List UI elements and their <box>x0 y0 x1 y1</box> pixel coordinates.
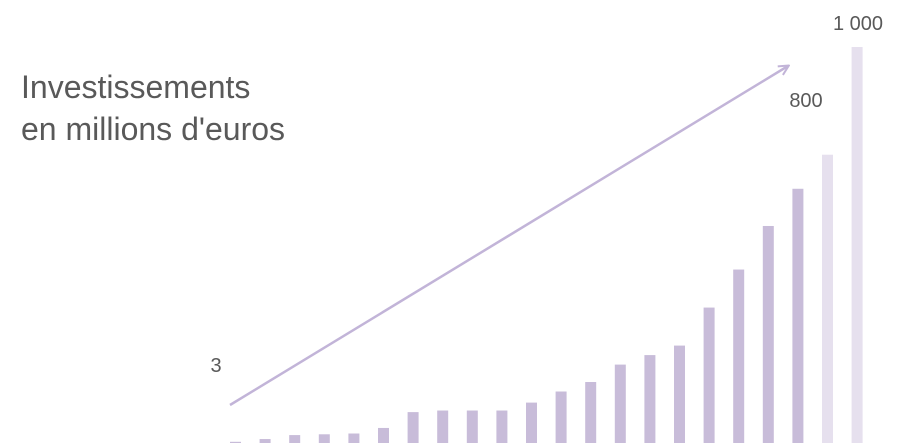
bars-group <box>230 47 863 443</box>
bar-6 <box>378 427 389 443</box>
value-labels-group: 3 800 1 000 <box>210 13 883 377</box>
bar-14 <box>614 364 626 443</box>
chart-title-line-2: en millions d'euros <box>21 111 286 147</box>
bar-8 <box>437 410 449 443</box>
bar-15 <box>644 355 656 443</box>
bar-13 <box>585 382 597 443</box>
bar-16 <box>674 345 685 443</box>
bar-9 <box>466 410 478 443</box>
bar-10 <box>496 410 508 443</box>
value-label-1: 3 <box>210 355 221 377</box>
bar-2 <box>259 439 271 443</box>
value-label-3: 1 000 <box>833 13 883 35</box>
bar-11 <box>526 402 537 443</box>
trend-arrow <box>229 66 788 407</box>
bar-3 <box>289 435 301 443</box>
bar-7 <box>407 412 419 443</box>
bar-5 <box>348 433 360 443</box>
bar-19 <box>762 225 774 443</box>
value-label-2: 800 <box>789 90 822 112</box>
bar-1 <box>230 441 241 443</box>
chart-title-line-1: Investissements <box>21 69 251 105</box>
chart-title: Investissements en millions d'euros <box>21 66 285 150</box>
bar-4 <box>318 434 330 443</box>
bar-20 <box>792 188 804 443</box>
bar-12 <box>555 391 567 443</box>
bar-18 <box>733 269 745 443</box>
bar-17 <box>703 307 715 443</box>
bar-22 <box>851 47 863 443</box>
bar-21 <box>822 154 833 443</box>
